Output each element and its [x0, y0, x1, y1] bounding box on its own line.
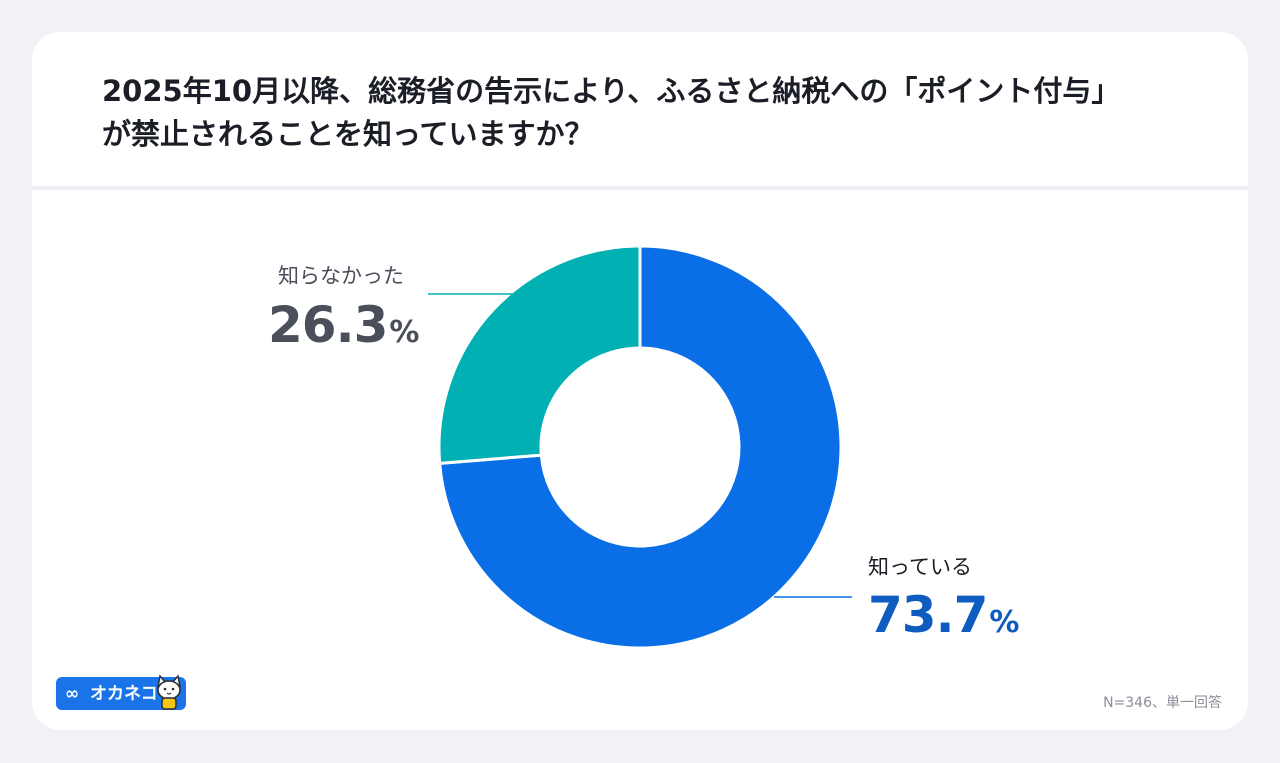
card-header: 2025年10月以降、総務省の告示により、ふるさと納税への「ポイント付与」 が禁…: [32, 32, 1248, 190]
logo-text: オカネコ: [90, 684, 158, 704]
slice-value-not-known: 26.3%: [268, 296, 419, 354]
cat-mascot-icon: [157, 674, 181, 710]
slice-label-not-known: 知らなかった: [278, 264, 404, 288]
slice-value-not-known-number: 26.3: [268, 296, 388, 354]
slice-known: [438, 244, 843, 650]
chart-title: 2025年10月以降、総務省の告示により、ふるさと納税への「ポイント付与」 が禁…: [102, 70, 1202, 156]
infinity-icon: ∞: [65, 684, 80, 704]
okaneko-logo: ∞ オカネコ: [56, 674, 186, 710]
chart-title-line-1: 2025年10月以降、総務省の告示により、ふるさと納税への「ポイント付与」: [102, 74, 1121, 108]
slice-value-known-number: 73.7: [868, 586, 988, 644]
slice-label-known: 知っている: [868, 555, 972, 579]
chart-card: 2025年10月以降、総務省の告示により、ふるさと納税への「ポイント付与」 が禁…: [32, 32, 1248, 730]
slice-value-not-known-unit: %: [389, 315, 419, 350]
donut-chart: [428, 244, 852, 650]
slice-value-known-unit: %: [989, 605, 1019, 640]
chart-title-line-2: が禁止されることを知っていますか？: [102, 117, 594, 151]
footnote: N=346、単一回答: [1103, 695, 1222, 711]
slice-not-known: [437, 244, 642, 466]
slice-value-known: 73.7%: [868, 586, 1019, 644]
